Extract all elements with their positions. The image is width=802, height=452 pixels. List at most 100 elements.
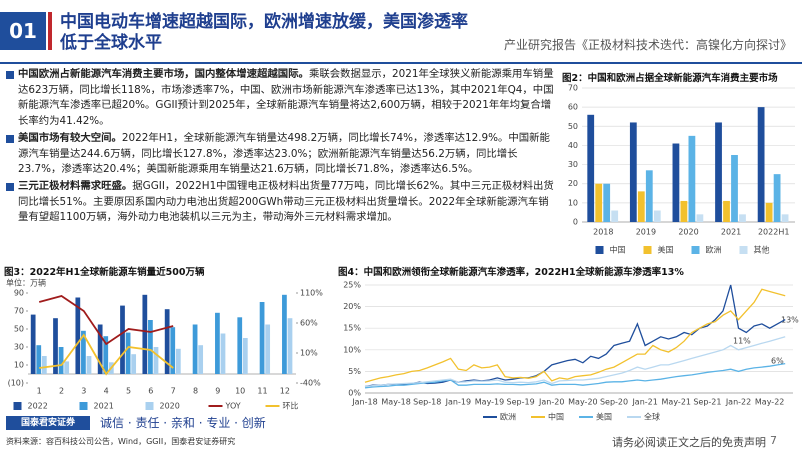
legend-label: 欧洲: [500, 412, 516, 422]
bar: [30, 314, 36, 374]
bar: [680, 200, 688, 222]
bar: [81, 330, 86, 374]
bar: [282, 294, 287, 374]
bar: [637, 191, 645, 222]
bar: [611, 210, 619, 222]
bar: [603, 183, 611, 222]
legend-label: 全球: [644, 412, 660, 422]
bar: [757, 107, 765, 222]
x-tick-label: 4: [104, 387, 109, 396]
series-line: [364, 336, 786, 388]
x-tick-label: Sep-20: [600, 398, 628, 407]
slide-title: 中国电动车增速超越国际，欧洲增速放缓，美国渗透率低于全球水平: [60, 12, 468, 53]
x-tick-label: May-18: [381, 398, 410, 407]
axis-unit: 单位：万辆: [6, 278, 46, 288]
bar: [765, 202, 773, 222]
bar: [688, 135, 696, 222]
bar: [142, 294, 148, 374]
x-tick-label: Sep-21: [693, 398, 721, 407]
y-tick-label: 10: [14, 361, 24, 370]
y-tick-label: 60: [568, 103, 578, 112]
y2-tick-label: 110%: [300, 289, 323, 298]
figure-title: 图2：中国和欧洲占据全球新能源汽车消费主要市场: [562, 73, 778, 84]
bar: [125, 332, 131, 374]
bar: [715, 122, 722, 222]
bar: [653, 210, 661, 222]
x-tick-label: 2020: [678, 228, 698, 237]
bar: [723, 200, 730, 222]
x-tick-label: 6: [148, 387, 153, 396]
y-tick-label: 30: [14, 343, 24, 352]
x-tick-label: Sep-19: [507, 398, 535, 407]
bar: [36, 345, 42, 374]
legend-label: 2021: [94, 402, 114, 411]
bar: [120, 305, 125, 374]
annotation: 11%: [733, 337, 751, 346]
legend-label: 美国: [658, 245, 674, 255]
paragraph: 美国市场有较大空间。2022年H1，全球新能源汽车销量达498.2万辆，同比增长…: [6, 131, 554, 178]
y2-tick-label: 10%: [300, 349, 318, 358]
bar: [192, 324, 198, 374]
logo: 国泰君安证券: [6, 416, 90, 430]
page-number: 7: [770, 434, 777, 447]
figure-title: 图4：中国和欧洲领衔全球新能源汽车渗透率，2022H1全球新能源车渗透率13%: [338, 267, 684, 278]
x-tick-label: 1: [37, 387, 42, 396]
x-tick-label: May-21: [662, 398, 691, 407]
y-tick-label: 25%: [343, 281, 361, 290]
x-tick-label: May-20: [568, 398, 597, 407]
legend-swatch: [691, 246, 700, 254]
x-tick-label: 8: [193, 387, 198, 396]
x-tick-label: 10: [235, 387, 245, 396]
bar: [58, 347, 64, 374]
x-tick-label: 3: [81, 387, 86, 396]
legend-label: 欧洲: [706, 245, 722, 255]
bar: [242, 338, 248, 374]
series-line: [39, 333, 174, 376]
source: 资料来源：容百科技公司公告，Wind，GGII，国泰君安证券研究: [6, 437, 236, 446]
legend-swatch: [739, 246, 748, 254]
legend-swatch: [145, 402, 154, 410]
figure-title: 图3：2022年H1全球新能源车销量近500万辆: [4, 267, 205, 278]
x-tick-label: Jan-18: [351, 398, 377, 407]
chart: 0 10 20 30 40 50 60 70 2018 2019 2020 2021 2022H1 中国 美…: [568, 84, 795, 255]
bar: [287, 318, 293, 374]
paragraph: 中国欧洲占新能源汽车消费主要市场，国内整体增速超越国际。乘联会数据显示，2021…: [6, 67, 554, 130]
annotation: 6%: [771, 357, 784, 366]
legend-label: 美国: [596, 412, 612, 422]
disclaimer: 请务必阅读正文之后的免责声明: [612, 436, 766, 449]
lead: 三元正极材料需求旺盛。: [18, 179, 133, 192]
bar: [696, 214, 704, 222]
y-tick-label: 5%: [348, 367, 361, 376]
x-tick-label: May-19: [475, 398, 504, 407]
y-tick-label: 20: [568, 179, 578, 188]
bar: [220, 333, 226, 374]
para-text: 乘联会数据显示，2021年全球狭义新能源乘用车销量达623万辆，同比增长118%…: [18, 68, 554, 128]
legend-swatch: [643, 246, 652, 254]
bar: [148, 320, 153, 374]
bar: [103, 336, 109, 374]
y-tick-label: 90: [14, 289, 24, 298]
y-tick-label: 0%: [348, 389, 361, 398]
bar: [64, 361, 70, 374]
x-tick-label: 2022H1: [758, 228, 789, 237]
bar: [587, 114, 595, 222]
body-text: 中国欧洲占新能源汽车消费主要市场，国内整体增速超越国际。乘联会数据显示，2021…: [6, 67, 554, 227]
header-rule: [0, 62, 802, 64]
bar: [629, 122, 637, 222]
x-tick-label: 11: [257, 387, 267, 396]
y-tick-label: (10): [8, 379, 24, 388]
para-text: 2022年H1，全球新能源汽车销量达498.2万辆，同比增长74%，渗透率达12…: [18, 131, 550, 176]
x-tick-label: 2019: [636, 228, 656, 237]
y-tick-label: 70: [568, 84, 578, 93]
bar: [645, 170, 653, 222]
legend-swatch: [13, 402, 22, 410]
bar: [731, 155, 738, 222]
bar: [265, 324, 271, 374]
bar: [97, 324, 103, 374]
x-tick-label: 12: [280, 387, 290, 396]
legend-label: 其他: [754, 245, 770, 255]
x-tick-label: 5: [126, 387, 131, 396]
legend-swatch: [79, 402, 88, 410]
